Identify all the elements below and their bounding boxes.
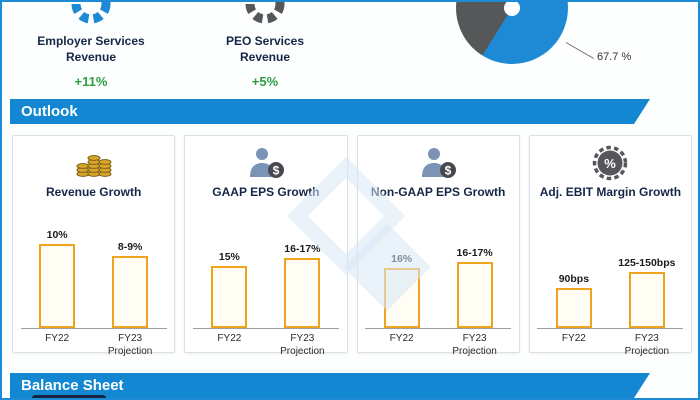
category-axis-labels: FY22 FY23 Projection	[21, 333, 167, 358]
bar	[211, 266, 248, 328]
category-axis-labels: FY22 FY23 Projection	[193, 333, 339, 358]
metric-growth-value: +11%	[74, 74, 108, 90]
bar-group: 90bps	[542, 273, 606, 328]
donut-icon-svg	[71, 2, 111, 24]
badge-percent-icon: %	[530, 145, 691, 181]
card-title: Revenue Growth	[45, 185, 142, 199]
category-label: FY23 Projection	[107, 333, 153, 357]
employer-services-metric: Employer Services Revenue +11%	[26, 2, 156, 89]
category-label: FY22	[561, 333, 586, 344]
bar	[628, 272, 665, 328]
card-adj-ebit-margin-growth: % Adj. EBIT Margin Growth 90bps 125-150b…	[528, 135, 692, 357]
bar-value-label: 125-150bps	[618, 257, 676, 269]
category-axis-labels: FY22 FY23 Projection	[365, 333, 511, 358]
bar-value-label: 90bps	[558, 273, 590, 285]
outlook-banner-label: Outlook	[21, 103, 78, 120]
svg-text:$: $	[273, 164, 280, 178]
peo-services-metric: PEO Services Revenue +5%	[200, 2, 330, 89]
bar	[112, 256, 149, 328]
card-gaap-eps-growth: $ GAAP EPS Growth 15% 16-17% FY22 FY23 P…	[184, 135, 348, 357]
card-revenue-growth: Revenue Growth 10% 8-9% FY22 FY23 Projec…	[12, 135, 176, 357]
donut-icon-svg	[245, 2, 285, 24]
pie-callout-line	[565, 42, 594, 59]
card-title: Non-GAAP EPS Growth	[370, 185, 506, 199]
bar	[456, 262, 493, 328]
category-label: FY23 Projection	[452, 333, 497, 357]
outlook-cards-row: Revenue Growth 10% 8-9% FY22 FY23 Projec…	[12, 135, 692, 357]
balance-sheet-section-banner: Balance Sheet	[10, 373, 650, 398]
bar-chart: 90bps 125-150bps	[537, 207, 684, 329]
bar-value-label: 16%	[391, 253, 413, 265]
pie-value-label: 67.7 %	[597, 51, 632, 63]
donut-chart-icon	[26, 2, 156, 25]
category-label: FY23 Projection	[624, 333, 670, 357]
bar-group: 8-9%	[98, 241, 162, 328]
category-label: FY22	[389, 333, 414, 344]
card-title: GAAP EPS Growth	[212, 185, 320, 199]
bar-value-label: 10%	[46, 229, 68, 241]
bar	[284, 258, 321, 328]
bar-value-label: 8-9%	[117, 241, 143, 253]
bar	[383, 268, 420, 328]
bar-chart: 15% 16-17%	[192, 207, 339, 329]
person-dollar-icon: $	[358, 145, 519, 181]
person-dollar-icon: $	[185, 145, 346, 181]
category-label: FY22	[217, 333, 242, 344]
bar-group: 16-17%	[270, 243, 334, 328]
bar-value-label: 16-17%	[284, 243, 321, 255]
bar-group: 10%	[25, 229, 89, 328]
bar-chart: 10% 8-9%	[20, 207, 167, 329]
coin-stacks-icon	[13, 145, 174, 181]
donut-chart-icon	[200, 2, 330, 25]
bar-group: 16-17%	[443, 247, 507, 328]
bar-value-label: 16-17%	[456, 247, 493, 259]
card-title: Adj. EBIT Margin Growth	[539, 185, 682, 199]
bar-group: 125-150bps	[615, 257, 679, 328]
svg-text:$: $	[445, 164, 452, 178]
metric-title: PEO Services Revenue	[225, 34, 305, 64]
svg-text:%: %	[605, 156, 617, 171]
bar-value-label: 15%	[218, 251, 240, 263]
card-non-gaap-eps-growth: $ Non-GAAP EPS Growth 16% 16-17% FY22 FY…	[356, 135, 520, 357]
balance-sheet-value-box	[32, 395, 106, 398]
bar	[555, 288, 592, 328]
outlook-section-banner: Outlook	[10, 99, 650, 124]
category-label: FY22	[45, 333, 70, 344]
metric-growth-value: +5%	[251, 74, 279, 90]
category-label: FY23 Projection	[280, 333, 325, 357]
pie-center-hole	[504, 2, 520, 16]
bar-group: 15%	[197, 251, 261, 328]
category-axis-labels: FY22 FY23 Projection	[537, 333, 683, 358]
bar-chart: 16% 16-17%	[365, 207, 512, 329]
balance-sheet-banner-label: Balance Sheet	[21, 377, 124, 394]
metric-title: Employer Services Revenue	[37, 34, 145, 64]
bar-group: 16%	[370, 253, 434, 328]
bar	[39, 244, 76, 328]
revenue-share-pie-chart: 67.7 %	[440, 2, 698, 98]
